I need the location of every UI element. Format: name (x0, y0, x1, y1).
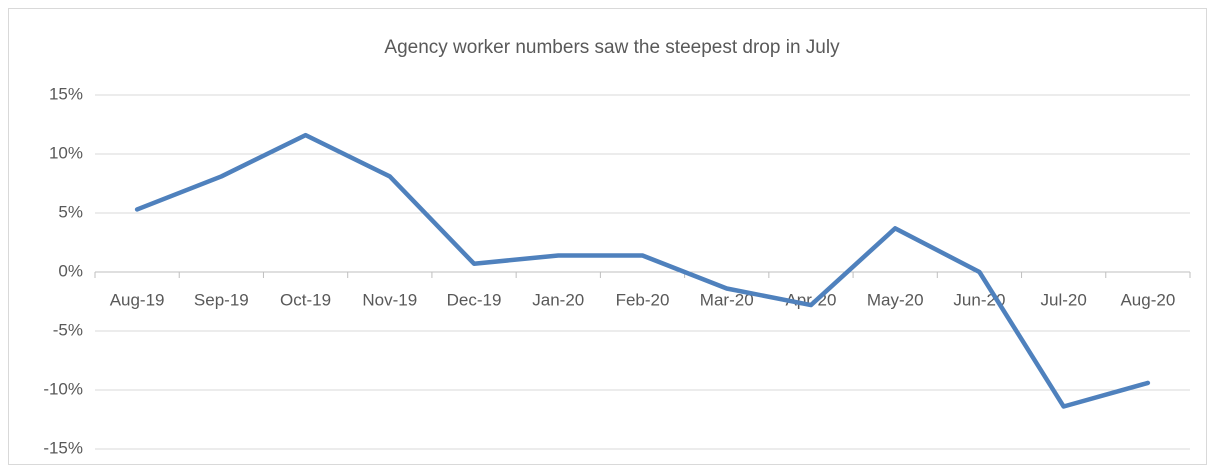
y-tick-label: 15% (49, 84, 83, 103)
x-tick-label: Jul-20 (1040, 290, 1086, 309)
x-tick-label: Dec-19 (447, 290, 502, 309)
x-tick-label: Aug-19 (110, 290, 165, 309)
x-tick-label: Oct-19 (280, 290, 331, 309)
line-series (134, 132, 1151, 409)
x-tick-label: May-20 (867, 290, 924, 309)
y-tick-label: -5% (53, 320, 83, 339)
x-tick-label: Sep-19 (194, 290, 249, 309)
x-tick-label: Feb-20 (616, 290, 670, 309)
x-tick-label: Aug-20 (1120, 290, 1175, 309)
x-tick-label: Mar-20 (700, 290, 754, 309)
y-tick-label: 0% (58, 261, 83, 280)
y-tick-label: -10% (43, 379, 83, 398)
y-tick-label: -15% (43, 438, 83, 457)
chart-title: Agency worker numbers saw the steepest d… (384, 37, 840, 58)
chart-border (8, 8, 1207, 465)
x-tick-label: Jan-20 (532, 290, 584, 309)
y-tick-label: 10% (49, 143, 83, 162)
y-tick-label: 5% (58, 202, 83, 221)
x-tick-label: Nov-19 (362, 290, 417, 309)
